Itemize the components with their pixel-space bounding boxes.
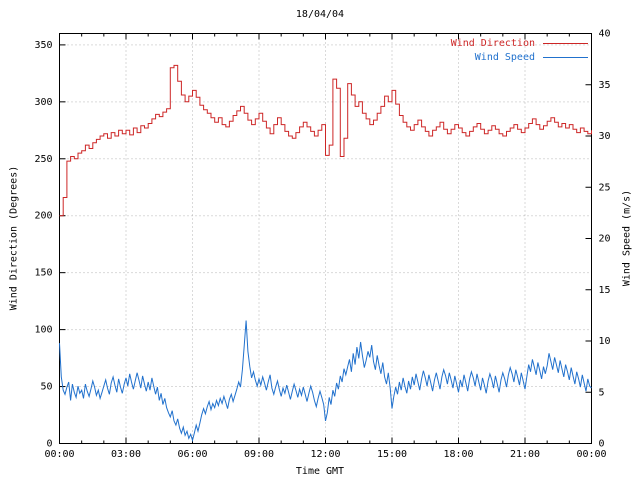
y-right-tick-label: 15 [599,285,611,296]
y-right-tick-label: 40 [599,29,611,40]
y-left-tick-label: 350 [34,40,52,51]
x-tick-label: 03:00 [111,449,141,460]
x-tick-label: 09:00 [244,449,274,460]
legend-label: Wind Direction [450,38,535,49]
series-wind-speed [59,320,592,443]
legend-line-sample [543,43,588,44]
y-left-tick-label: 300 [34,97,52,108]
y-left-tick-label: 50 [40,382,52,393]
x-tick-label: 15:00 [377,449,407,460]
y-right-tick-label: 25 [599,182,611,193]
y-right-tick-label: 10 [599,336,611,347]
x-tick-label: 00:00 [576,449,606,460]
y-left-tick-label: 150 [34,268,52,279]
legend-item: Wind Direction [451,38,588,49]
chart-title: 18/04/04 [295,9,345,20]
x-tick-label: 21:00 [510,449,540,460]
x-tick-label: 00:00 [44,449,74,460]
y-left-tick-label: 250 [34,154,52,165]
legend-line-sample [543,57,588,58]
y-right-tick-label: 35 [599,80,611,91]
y-left-tick-label: 100 [34,325,52,336]
y-left-tick-label: 200 [34,211,52,222]
y-left-tick-label: 0 [46,439,52,450]
legend-label: Wind Speed [474,52,535,63]
legend-item: Wind Speed [451,52,588,63]
y-right-tick-label: 20 [599,234,611,245]
x-tick-label: 12:00 [310,449,340,460]
y-left-axis-label: Wind Direction (Degrees) [8,165,20,311]
y-right-tick-label: 5 [599,387,605,398]
x-axis-label: Time GMT [295,466,345,477]
y-right-tick-label: 0 [599,439,605,450]
y-right-axis-label: Wind Speed (m/s) [621,189,633,287]
x-tick-label: 06:00 [177,449,207,460]
y-right-tick-label: 30 [599,131,611,142]
series-wind-direction [59,64,592,217]
chart-legend: Wind Direction Wind Speed [451,38,588,63]
x-tick-label: 18:00 [443,449,473,460]
